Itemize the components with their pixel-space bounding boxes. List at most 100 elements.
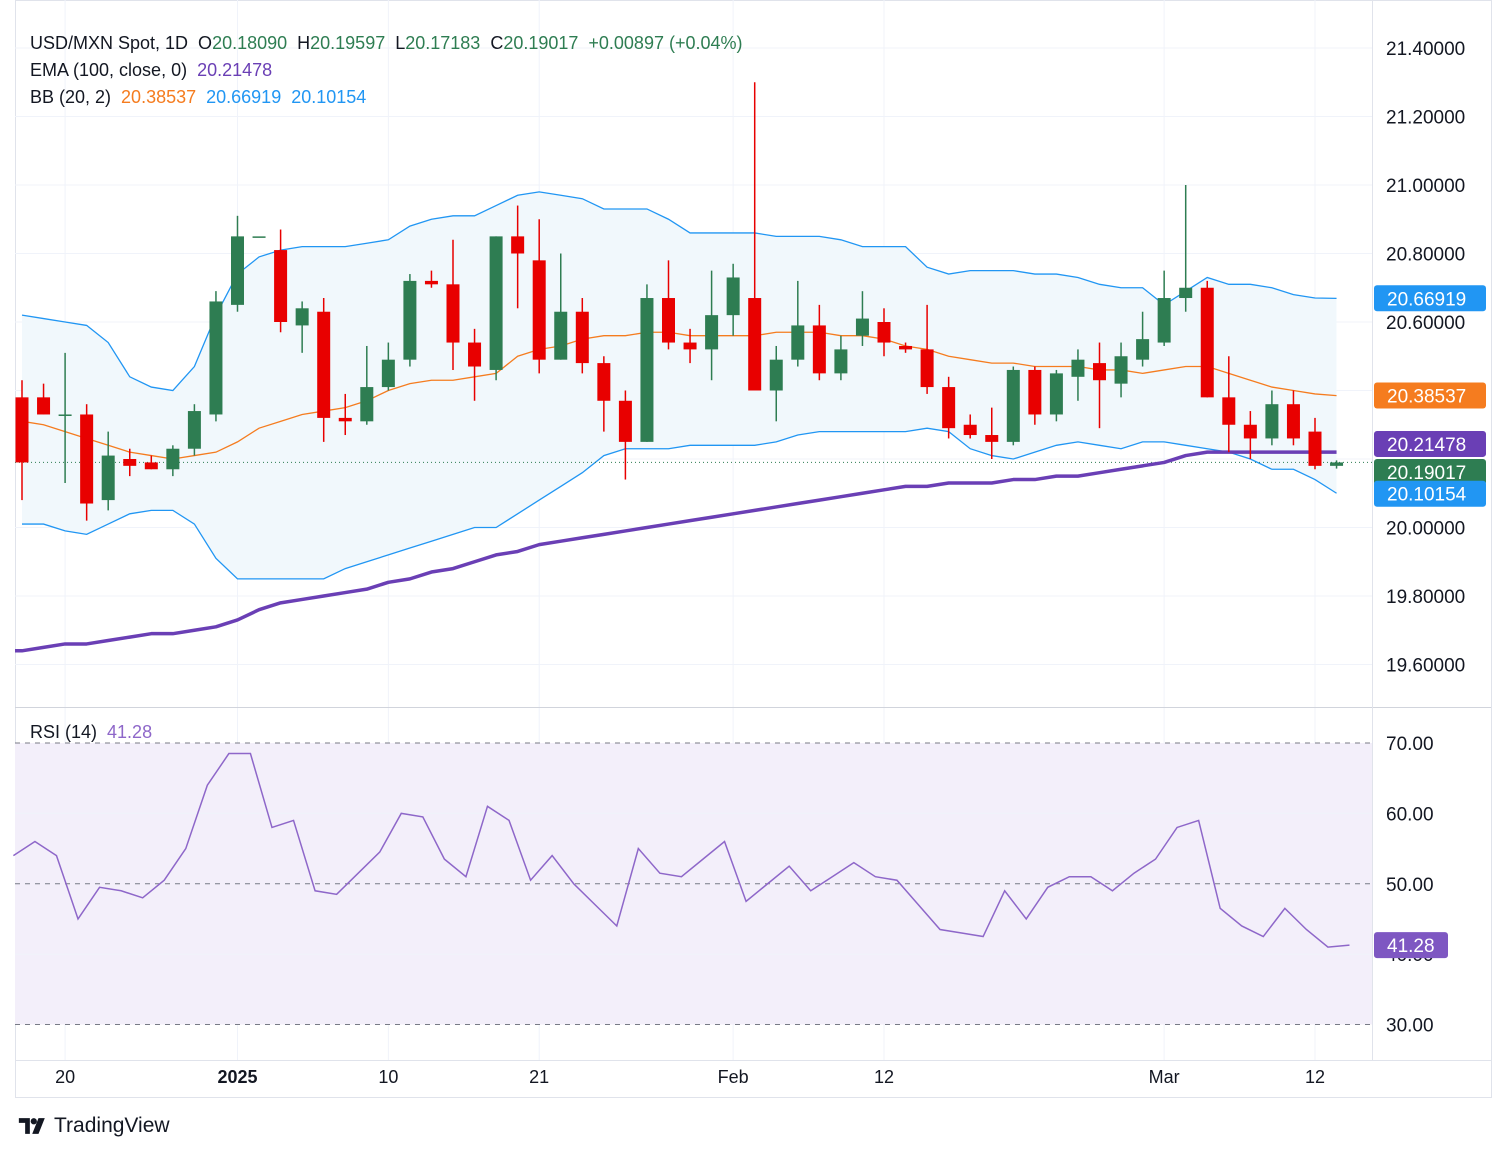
candle[interactable] <box>1243 411 1257 459</box>
ema-100-line[interactable] <box>15 450 1337 653</box>
time-axis[interactable]: 20 2025 10 21 Feb 12 Mar 12 <box>55 1067 1325 1087</box>
legend-ema-row[interactable]: EMA (100, close, 0) 20.21478 <box>30 57 743 84</box>
symbol-title[interactable]: USD/MXN Spot, 1D <box>30 33 189 53</box>
candle-body <box>37 397 51 415</box>
candle[interactable] <box>58 352 72 483</box>
candle[interactable] <box>446 239 460 370</box>
candle[interactable] <box>963 414 977 439</box>
candle[interactable] <box>532 219 546 374</box>
candle[interactable] <box>80 404 94 521</box>
rsi-pane[interactable] <box>12 742 1372 1025</box>
candle[interactable] <box>1028 366 1042 425</box>
candle[interactable] <box>1308 417 1322 470</box>
candle[interactable] <box>1222 356 1236 453</box>
candle[interactable] <box>748 82 762 391</box>
candle[interactable] <box>618 390 632 480</box>
candle-body <box>1243 424 1257 439</box>
bb-lower-badge-bg <box>1374 480 1486 507</box>
candle[interactable] <box>231 215 244 312</box>
candle[interactable] <box>101 431 115 511</box>
candle-body <box>1200 287 1214 398</box>
bb-basis-value: 20.38537 <box>121 87 197 107</box>
legend-bb-row[interactable]: BB (20, 2) 20.38537 20.66919 20.10154 <box>30 84 743 111</box>
candle-body <box>1286 404 1300 439</box>
candle[interactable] <box>1093 342 1106 429</box>
ema-badge: 20.21478 <box>1374 430 1486 457</box>
candle[interactable] <box>640 284 654 442</box>
candle[interactable] <box>209 291 223 422</box>
candle[interactable] <box>424 270 438 288</box>
candle-body <box>662 298 675 343</box>
price-axis[interactable]: 21.40000 21.20000 21.00000 20.80000 20.60000… <box>1386 39 1465 1037</box>
candle[interactable] <box>1200 280 1214 398</box>
candle-body <box>1006 369 1020 442</box>
tradingview-brand[interactable]: TradingView <box>18 1114 170 1138</box>
candle-body <box>1157 298 1171 343</box>
bb-lower-line[interactable] <box>22 427 1337 580</box>
candle-body <box>812 325 826 374</box>
candle[interactable] <box>489 236 503 381</box>
candle[interactable] <box>769 345 783 422</box>
candle-body <box>468 342 482 367</box>
candle[interactable] <box>877 308 891 357</box>
candle[interactable] <box>1179 185 1193 312</box>
candle[interactable] <box>920 304 934 394</box>
candle[interactable] <box>855 291 869 346</box>
candle[interactable] <box>597 356 611 432</box>
candle[interactable] <box>1136 311 1150 367</box>
candle[interactable] <box>683 328 697 364</box>
candle[interactable] <box>791 280 805 367</box>
candle[interactable] <box>834 335 848 381</box>
candle[interactable] <box>812 304 826 381</box>
candle[interactable] <box>899 342 913 353</box>
candle[interactable] <box>1265 390 1279 446</box>
candle[interactable] <box>575 298 589 374</box>
candle[interactable] <box>662 260 675 350</box>
candle[interactable] <box>554 253 568 360</box>
candle-body <box>640 298 654 442</box>
candle[interactable] <box>1071 349 1085 401</box>
candle[interactable] <box>1049 369 1063 422</box>
candle-body <box>144 462 158 470</box>
candle[interactable] <box>705 270 719 381</box>
close-value: 20.19017 <box>503 33 579 53</box>
rsi-line[interactable] <box>12 752 1350 948</box>
candle[interactable] <box>274 229 288 333</box>
ema-badge-bg <box>1374 430 1486 457</box>
candle[interactable] <box>187 404 201 456</box>
candle[interactable] <box>468 328 482 401</box>
tradingview-logo-icon <box>18 1118 45 1134</box>
candle[interactable] <box>252 236 266 238</box>
candle[interactable] <box>1114 342 1128 398</box>
candle[interactable] <box>511 205 525 309</box>
bb-lower-value: 20.10154 <box>291 87 367 107</box>
candle[interactable] <box>381 342 395 391</box>
chart-frame <box>15 0 1492 1098</box>
candle[interactable] <box>726 263 740 336</box>
ema-line[interactable] <box>15 450 1337 653</box>
candle-body <box>489 236 503 370</box>
candle[interactable] <box>144 455 158 470</box>
candle-body <box>575 311 589 364</box>
bb-basis-badge-bg <box>1374 382 1486 409</box>
candle[interactable] <box>1006 366 1020 446</box>
candle[interactable] <box>37 383 51 415</box>
candle[interactable] <box>360 345 374 425</box>
rsi-tick-label: 70.00 <box>1386 734 1434 755</box>
candle[interactable] <box>338 393 352 436</box>
candle[interactable] <box>15 380 29 501</box>
candle[interactable] <box>295 301 309 353</box>
candle-body <box>187 411 201 449</box>
candlesticks[interactable] <box>15 82 1344 521</box>
candle[interactable] <box>317 298 331 442</box>
candle[interactable] <box>403 274 417 367</box>
candle[interactable] <box>166 445 180 477</box>
candle[interactable] <box>1286 390 1300 446</box>
rsi-legend[interactable]: RSI (14) 41.28 <box>30 722 152 743</box>
candle[interactable] <box>1330 460 1344 469</box>
candle[interactable] <box>1157 270 1171 346</box>
candle[interactable] <box>123 448 137 477</box>
candle[interactable] <box>985 407 999 459</box>
candle[interactable] <box>942 376 956 439</box>
